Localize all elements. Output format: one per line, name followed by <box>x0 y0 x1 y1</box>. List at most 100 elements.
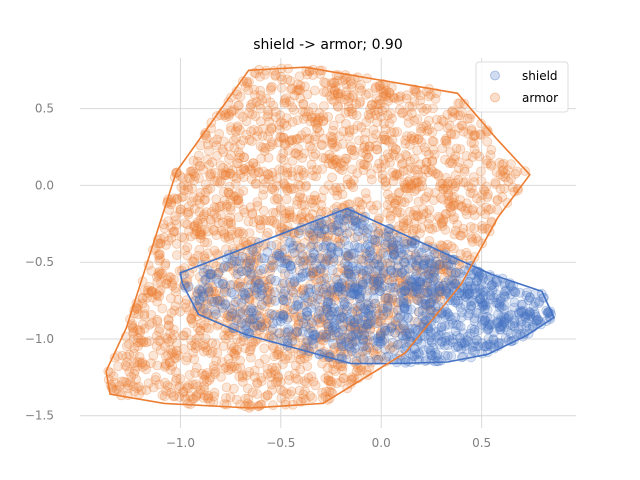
data-point-armor <box>254 215 265 226</box>
data-point-armor <box>440 135 451 146</box>
data-point-armor <box>456 230 467 241</box>
data-point-armor <box>420 164 431 175</box>
data-point-armor <box>435 264 446 275</box>
data-point-armor <box>153 268 164 278</box>
data-point-armor <box>176 204 186 215</box>
data-point-shield <box>230 297 241 307</box>
data-point-armor <box>337 365 348 376</box>
data-point-armor <box>252 377 263 388</box>
data-point-armor <box>385 344 396 355</box>
data-point-armor <box>314 223 324 234</box>
data-point-armor <box>474 151 485 162</box>
data-point-armor <box>171 219 182 230</box>
data-point-armor <box>320 279 330 290</box>
data-point-armor <box>274 164 285 175</box>
data-point-armor <box>178 180 189 191</box>
data-point-armor <box>152 290 163 301</box>
data-point-armor <box>391 144 401 155</box>
data-point-armor <box>414 292 425 303</box>
data-point-armor <box>282 167 293 178</box>
data-point-armor <box>204 169 215 180</box>
data-point-armor <box>328 78 339 89</box>
data-point-armor <box>221 199 232 210</box>
data-point-armor <box>290 360 301 371</box>
data-point-shield <box>226 287 237 298</box>
data-point-armor <box>307 268 318 279</box>
data-point-armor <box>360 188 371 199</box>
data-point-armor <box>236 318 247 329</box>
data-point-armor <box>337 189 348 200</box>
data-point-armor <box>231 394 242 405</box>
data-point-shield <box>528 301 539 312</box>
data-point-armor <box>377 169 388 180</box>
data-point-armor <box>478 184 489 195</box>
data-point-armor <box>319 273 330 284</box>
data-point-armor <box>319 219 330 229</box>
data-point-armor <box>473 236 484 246</box>
data-point-armor <box>178 191 189 202</box>
data-point-armor <box>182 207 193 218</box>
data-point-armor <box>381 135 392 146</box>
data-point-armor <box>251 178 261 189</box>
data-point-armor <box>354 83 365 93</box>
data-point-armor <box>260 295 271 306</box>
data-point-armor <box>305 323 316 334</box>
data-point-armor <box>459 98 470 109</box>
data-point-armor <box>262 368 273 379</box>
y-tick-label: −0.5 <box>25 255 54 269</box>
data-point-armor <box>197 288 208 299</box>
data-point-armor <box>259 354 270 365</box>
data-point-shield <box>312 290 323 301</box>
data-point-armor <box>463 158 474 169</box>
data-point-armor <box>401 223 412 234</box>
data-point-armor <box>442 239 453 250</box>
data-point-armor <box>266 122 277 133</box>
data-point-armor <box>129 358 139 369</box>
data-point-armor <box>324 149 335 160</box>
data-point-armor <box>449 154 460 165</box>
data-point-armor <box>287 212 298 223</box>
data-point-armor <box>234 153 245 163</box>
data-point-armor <box>274 344 285 355</box>
data-point-armor <box>320 78 331 88</box>
data-point-armor <box>435 178 446 189</box>
data-point-armor <box>268 342 279 353</box>
data-point-armor <box>173 350 184 361</box>
data-point-armor <box>133 309 144 320</box>
data-point-armor <box>328 364 339 375</box>
data-point-armor <box>409 154 420 164</box>
data-point-shield <box>455 302 466 313</box>
data-point-armor <box>437 288 448 299</box>
data-point-armor <box>293 320 304 331</box>
data-point-armor <box>392 126 403 137</box>
data-point-armor <box>182 242 193 253</box>
data-point-armor <box>423 269 434 280</box>
data-point-armor <box>460 205 471 216</box>
data-point-armor <box>275 384 286 395</box>
data-point-armor <box>300 207 311 218</box>
data-point-armor <box>137 298 148 309</box>
data-point-armor <box>165 364 176 375</box>
data-point-armor <box>298 389 309 400</box>
data-point-armor <box>387 193 398 203</box>
data-point-armor <box>329 85 340 96</box>
data-point-armor <box>412 145 423 156</box>
data-point-armor <box>468 204 479 215</box>
data-point-armor <box>401 183 412 194</box>
data-point-armor <box>243 275 254 286</box>
data-point-armor <box>416 176 427 187</box>
data-point-armor <box>174 392 185 402</box>
data-point-armor <box>456 201 467 212</box>
data-point-armor <box>353 196 363 207</box>
data-point-shield <box>291 300 302 311</box>
data-point-shield <box>447 333 458 344</box>
data-point-armor <box>410 287 421 297</box>
data-point-armor <box>411 259 421 270</box>
data-point-shield <box>282 327 293 338</box>
data-point-armor <box>217 168 228 179</box>
data-point-shield <box>473 325 484 336</box>
data-point-armor <box>352 168 363 179</box>
data-point-shield <box>414 276 425 287</box>
data-point-armor <box>441 172 452 183</box>
data-point-armor <box>239 164 250 175</box>
